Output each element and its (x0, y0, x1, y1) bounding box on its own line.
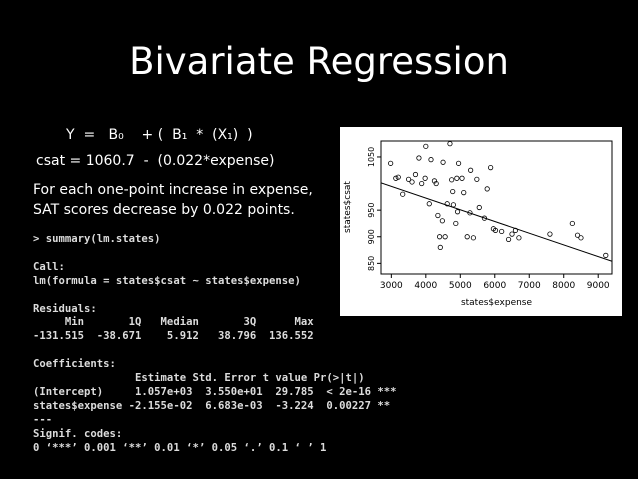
data-point (492, 227, 499, 233)
data-point (423, 143, 429, 149)
data-point (437, 244, 443, 251)
data-point (488, 164, 494, 171)
data-point (470, 235, 476, 241)
r-output-line: --- (33, 413, 53, 426)
r-output-line: > summary(lm.states) (33, 233, 161, 245)
data-point (426, 201, 432, 207)
interpretation-line-2: SAT scores decrease by 0.022 points. (33, 202, 295, 218)
data-point (484, 186, 490, 192)
r-output-line: Signif. codes: (33, 427, 123, 440)
data-point (481, 215, 488, 221)
data-point (400, 191, 406, 197)
r-summary-output: > summary(lm.states) Call: lm(formula = s… (33, 233, 397, 456)
data-point (395, 174, 401, 180)
data-point (464, 234, 470, 240)
y-axis-label: states$csat (343, 181, 353, 233)
interpretation-line-1: For each one-point increase in expense, (33, 182, 313, 198)
r-output-line: -131.515 -38.671 5.912 38.796 136.552 (33, 330, 314, 343)
x-tick-label: 9000 (587, 281, 610, 291)
data-point (393, 175, 399, 181)
data-point (440, 159, 446, 165)
data-point (468, 167, 474, 173)
plot-frame (380, 140, 613, 275)
x-tick-label: 3000 (380, 281, 403, 291)
data-point (453, 220, 459, 227)
data-point (578, 235, 584, 241)
data-point (505, 236, 512, 243)
data-point (476, 204, 482, 211)
data-point (509, 231, 515, 237)
r-output-line (33, 344, 397, 358)
x-tick-label: 4000 (414, 281, 437, 291)
data-point (437, 234, 443, 240)
data-point (450, 202, 457, 208)
r-output-line: Residuals: (33, 302, 97, 315)
data-point (516, 235, 522, 241)
data-point (419, 180, 425, 187)
r-output-line: Call: (33, 260, 65, 273)
fitted-regression-equation: csat = 1060.7 - (0.022*expense) (36, 153, 275, 169)
data-point (442, 234, 448, 240)
data-point (439, 218, 445, 224)
data-point (422, 175, 428, 181)
y-tick-label: 850 (367, 256, 376, 271)
r-output-line: Min 1Q Median 3Q Max (33, 316, 314, 329)
data-point (388, 160, 394, 166)
regression-line (380, 182, 613, 262)
r-output-line: Estimate Std. Error t value Pr(>|t|) (33, 372, 365, 385)
data-point (444, 201, 450, 207)
data-point (454, 209, 461, 215)
general-regression-equation: Y = B₀ + ( B₁ * (X₁) ) (66, 127, 253, 143)
r-output-line: 0 ‘***’ 0.001 ‘**’ 0.01 ‘*’ 0.05 ‘.’ 0.1… (33, 441, 327, 454)
data-point (499, 228, 505, 235)
data-point (447, 141, 453, 147)
data-point (569, 220, 575, 227)
slide-title: Bivariate Regression (129, 40, 509, 83)
scatter-plot: 3000 4000 5000 6000 7000 8000 9000 850 900 950 105… (343, 140, 613, 308)
data-point (416, 155, 422, 161)
data-point (433, 180, 439, 187)
r-output-line: (Intercept) 1.057e+03 3.550e+01 29.785 <… (33, 385, 397, 398)
data-point (428, 157, 434, 163)
data-point (405, 176, 412, 182)
r-output-line: states$expense -2.155e-02 6.683e-03 -3.2… (33, 399, 391, 412)
y-tick-label: 900 (367, 229, 376, 244)
x-tick-label: 8000 (552, 281, 575, 291)
data-point (474, 176, 480, 182)
scatter-plot-panel: 3000 4000 5000 6000 7000 8000 9000 850 900 950 105… (340, 127, 622, 316)
data-point (412, 171, 419, 178)
y-tick-label: 1050 (367, 147, 376, 167)
data-point (409, 179, 415, 185)
r-output-line: Coefficients: (33, 358, 116, 371)
data-point (435, 212, 441, 219)
data-point (547, 231, 553, 237)
y-tick-label: 950 (367, 203, 376, 218)
data-point (450, 188, 456, 195)
x-tick-label: 6000 (483, 281, 506, 291)
interpretation-text: For each one-point increase in expense, … (33, 180, 313, 220)
data-point (574, 232, 581, 238)
data-point (454, 175, 460, 181)
x-axis-label: states$expense (461, 298, 533, 308)
data-point (449, 177, 455, 183)
data-point (455, 160, 462, 166)
data-point (603, 252, 609, 258)
r-output-line: lm(formula = states$csat ~ states$expens… (33, 274, 301, 287)
data-point (431, 178, 438, 184)
x-tick-label: 7000 (518, 281, 541, 291)
data-point (459, 175, 465, 181)
x-tick-label: 5000 (449, 281, 472, 291)
data-point (461, 190, 467, 196)
